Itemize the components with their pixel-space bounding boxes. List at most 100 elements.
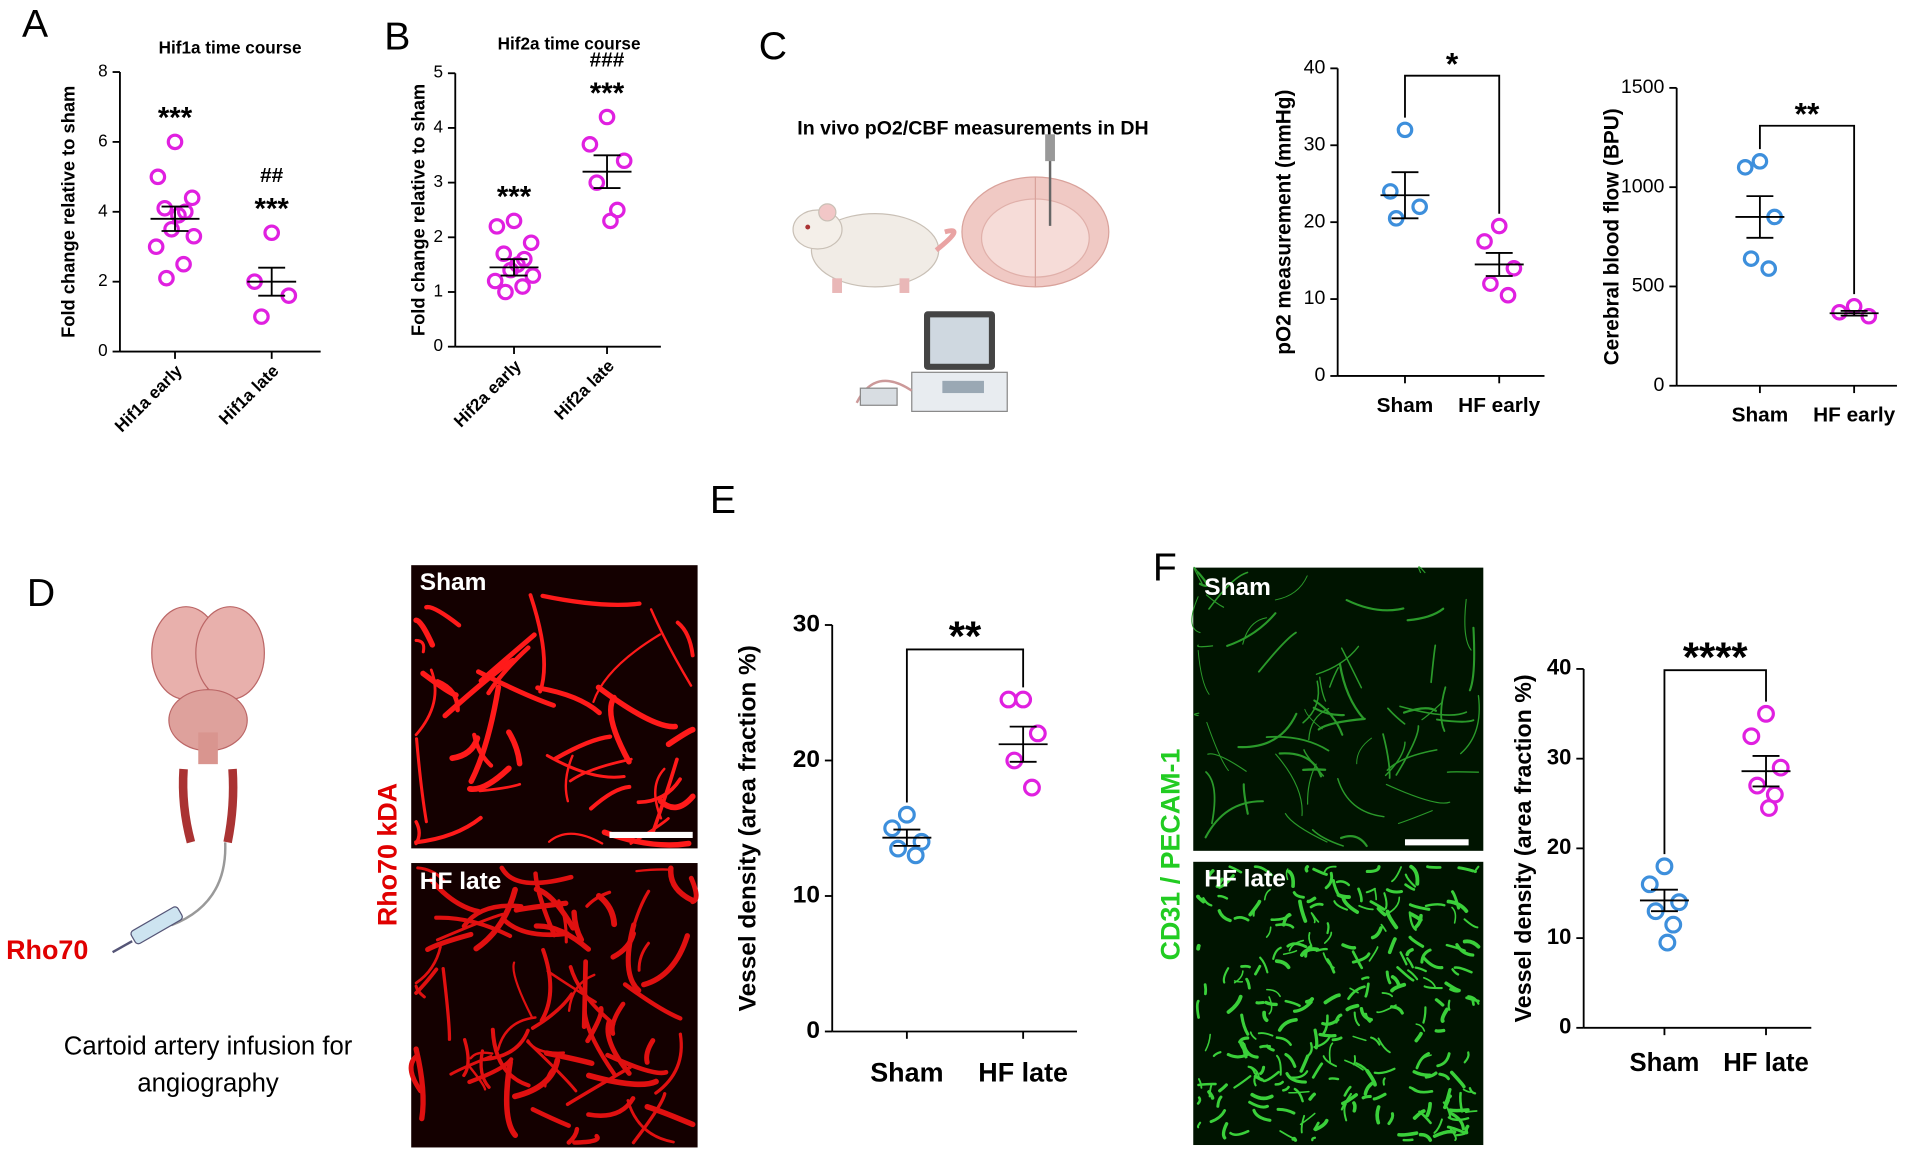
vessel [1196,943,1201,951]
vessel [1361,976,1370,981]
vessel [644,1103,696,1128]
vessel [637,941,650,972]
vessel [1408,903,1431,911]
data-point [1499,286,1517,304]
data-point [1476,233,1493,250]
y-tick-label: 4 [434,117,444,136]
vessel [1381,992,1394,998]
vessel [1335,880,1351,887]
y-axis-label: Vessel density (area fraction %) [1510,674,1536,1022]
computer-illustration [855,311,1008,412]
vessel [1319,676,1327,702]
data-point [183,189,201,207]
error-bar [893,828,921,847]
vessel [1376,906,1387,917]
vessel [1407,969,1419,981]
vessel [1349,987,1359,994]
vessel [1341,943,1357,950]
vessel [1426,865,1442,869]
vessel [626,1099,675,1144]
vessel [1284,812,1328,843]
vessel [1451,968,1460,976]
vessel [1424,903,1446,908]
significance-label: ** [949,613,982,660]
vessel [1259,1044,1272,1049]
vessel [1222,967,1230,984]
vessel [1397,1131,1419,1137]
vessel [1208,571,1249,610]
vessel [1414,966,1427,973]
vessel [1391,866,1402,883]
vessel [1206,869,1215,880]
vessel [1462,1088,1472,1093]
vessel [581,959,589,1030]
y-tick-label: 0 [98,341,108,360]
vessel [1308,931,1313,947]
panel-letter: A [22,3,49,46]
vessel [1341,895,1360,914]
vessel [1304,944,1313,958]
panel-letter: E [710,479,736,522]
data-point [883,819,902,838]
vessel [1240,964,1251,969]
error-bar [1391,171,1419,220]
vessel [1282,1085,1290,1092]
vessel [533,886,576,931]
vessel [1418,1132,1433,1142]
significance-label: * [1446,45,1459,81]
error-bar [1009,725,1037,763]
error-bar [1840,309,1868,317]
vessel [486,645,531,696]
vessel [1389,1005,1404,1015]
vessel [649,608,693,687]
x-tick-label: Hif2a early [450,356,525,431]
vessel [1385,970,1392,985]
vessel [1408,1086,1420,1093]
data-point [1760,799,1778,817]
y-axis-label: Cerebral blood flow (BPU) [1601,108,1624,365]
vessel [1275,1054,1282,1076]
vessel [503,1059,519,1138]
caption-box: Cartoid artery infusion for angiography [64,1033,353,1098]
vessel [1365,865,1381,874]
vessel [1449,1070,1466,1089]
vessel [1387,707,1406,725]
vessel [1375,1105,1381,1125]
vessel [1387,1112,1395,1126]
data-point [1670,893,1689,912]
vessel [1326,922,1330,935]
stain-label: Rho70 kDA [372,783,402,926]
micrograph-group [408,565,699,1148]
significance-bracket [1404,74,1501,214]
data-point [897,805,916,824]
vessel [1265,735,1330,752]
vessel [1328,1042,1334,1065]
data-point [1736,159,1754,176]
vessel [1421,702,1443,721]
vessel [650,757,679,836]
vessel [1205,771,1216,825]
vessel [1275,923,1295,929]
y-axis-label: Fold change relative to sham [58,86,79,338]
vessel [1315,947,1328,952]
y-tick-label: 0 [1559,1014,1571,1039]
y-tick-label: 500 [1632,275,1665,297]
vessel [1343,1103,1348,1122]
vessel [1218,1083,1228,1093]
vessel [1233,970,1244,984]
y-tick-label: 3 [434,172,444,191]
vessel [1345,1003,1360,1012]
error-bar [1650,888,1678,913]
vessel [1318,1032,1337,1038]
vessel [1463,918,1479,929]
vessel [1285,868,1289,881]
y-tick-label: 0 [1315,364,1326,386]
data-point [1664,915,1683,934]
y-tick-label: 1 [434,282,444,301]
vessel [1202,897,1213,907]
vessel [1278,752,1323,778]
vessel [1447,1116,1470,1122]
error-bar [1746,195,1774,239]
vessel [1424,1071,1438,1079]
error-bar [593,154,621,190]
